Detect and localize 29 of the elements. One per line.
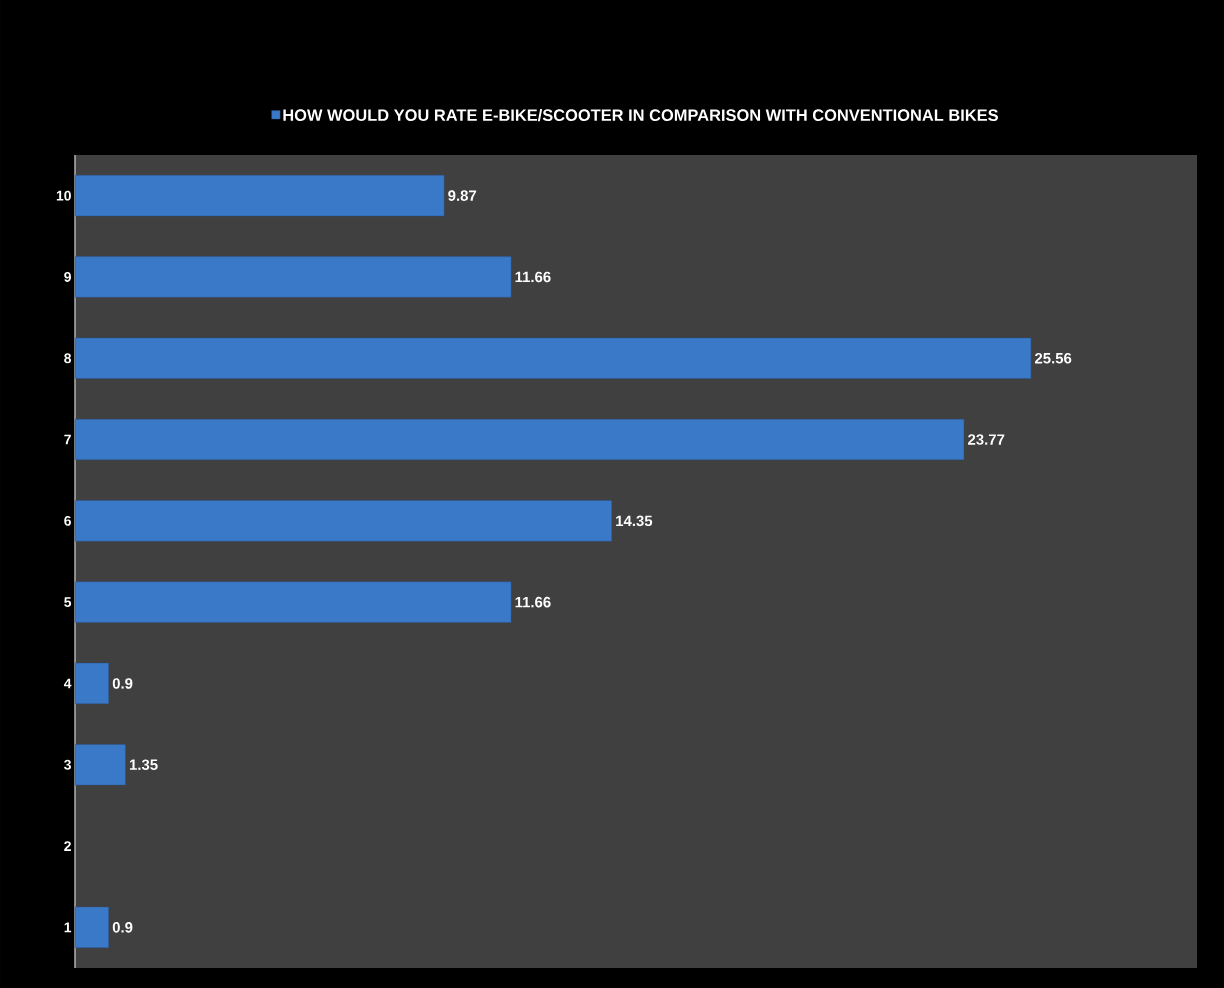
data-label: 14.35 — [616, 515, 653, 527]
data-label: 25.56 — [1034, 352, 1072, 364]
bar — [74, 906, 109, 948]
data-label: 1.35 — [129, 759, 158, 771]
legend-label: HOW WOULD YOU RATE E-BIKE/SCOOTER IN COMPARISON WITH CONVENTIONAL BIKES — [283, 108, 998, 122]
bar — [74, 256, 512, 298]
bar — [74, 337, 1032, 379]
bar — [74, 175, 445, 217]
y-tick-label: 9 — [64, 271, 71, 282]
y-tick-label: 2 — [64, 841, 71, 851]
y-tick-label: 6 — [64, 515, 71, 526]
bar — [74, 419, 965, 461]
data-label: 11.66 — [515, 596, 551, 608]
y-tick-label: 4 — [63, 678, 72, 689]
bar — [74, 744, 126, 786]
y-tick-label: 8 — [64, 353, 72, 364]
y-tick-label: 1 — [64, 922, 72, 933]
data-label: 23.77 — [968, 434, 1005, 445]
bar — [74, 500, 612, 542]
y-tick-label: 3 — [64, 759, 71, 770]
bar — [74, 662, 109, 704]
data-label: 11.66 — [515, 271, 551, 283]
bar — [74, 581, 512, 623]
data-label: 9.87 — [448, 190, 477, 201]
y-tick-label: 5 — [64, 597, 72, 608]
y-tick-label: 10 — [56, 190, 71, 201]
y-tick-label: 7 — [64, 434, 71, 445]
data-label: 0.9 — [112, 922, 133, 933]
data-label: 0.9 — [112, 678, 133, 689]
